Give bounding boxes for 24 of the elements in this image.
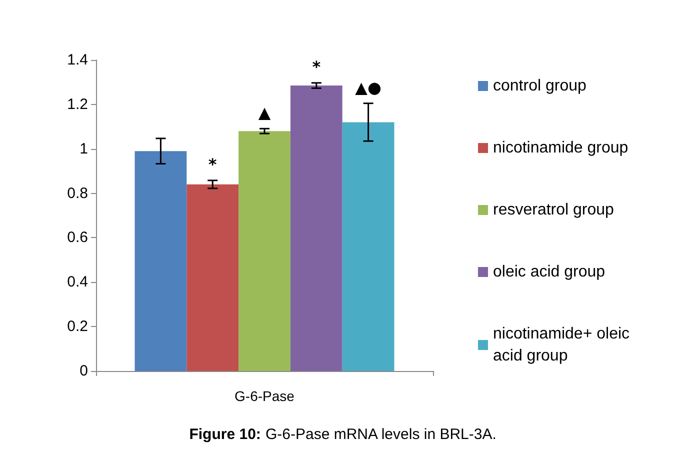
y-tick-label: 0.6	[67, 229, 88, 246]
bar	[238, 131, 290, 371]
x-tick-label: G-6-Pase	[234, 388, 295, 404]
bar	[342, 122, 394, 371]
annotation: ▲	[258, 103, 272, 122]
text: Figure 10: G-6-Pase mRNA levels in BRL-3A.	[189, 426, 496, 443]
bar	[186, 184, 239, 371]
y-tick-label: 1.2	[67, 96, 88, 113]
legend-label: nicotinamide group	[493, 140, 628, 156]
legend-label: nicotinamide+ oleic acid group	[493, 326, 634, 364]
y-tick-label: 0.8	[67, 184, 88, 202]
y-tick-label: 0.4	[67, 274, 88, 291]
annotation: *	[312, 57, 322, 76]
legend-label: resveratrol group	[493, 202, 614, 218]
bar	[290, 86, 342, 371]
annotation: ▲●	[355, 78, 382, 97]
y-tick-label: 0	[80, 362, 88, 380]
annotation: *	[208, 154, 218, 174]
bar	[134, 151, 187, 371]
y-tick-label: 0.2	[67, 318, 88, 336]
legend-label: control group	[493, 78, 586, 94]
legend-label: oleic acid group	[493, 264, 606, 280]
y-tick-label: 1	[80, 140, 88, 158]
y-tick-label: 1.4	[67, 52, 88, 68]
